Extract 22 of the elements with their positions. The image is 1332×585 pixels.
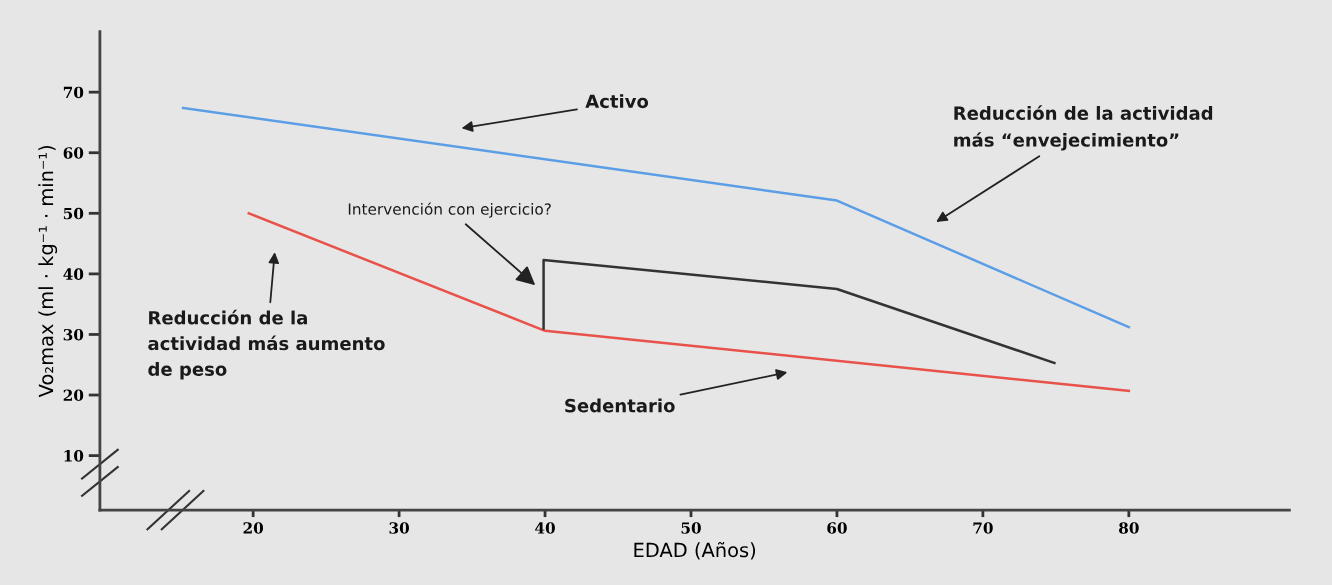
y-tick-label: 40 [63,268,84,280]
annotation: Sedentario [565,398,675,413]
y-axis-title: Vo₂max (ml · kg⁻¹ · min⁻¹) [38,146,58,398]
x-tick-label: 20 [243,522,264,534]
x-tick-label: 40 [535,522,555,534]
y-tick-label: 70 [63,86,84,99]
x-tick-label: 80 [1118,522,1139,534]
y-tick-label: 60 [63,147,84,159]
annotation: Intervención con ejercicio? [348,202,551,218]
x-tick-label: 50 [681,522,701,534]
x-tick-label: 60 [827,522,847,534]
y-tick-label: 50 [63,207,84,220]
annotation: Reducción de la actividad más aumento de peso [148,309,385,380]
x-tick-label: 70 [973,522,993,534]
y-tick-label: 20 [63,389,84,402]
annotation: Reducción de la actividad más “envejecimiento” [954,105,1213,151]
annotation: Activo [585,94,649,109]
x-tick-label: 30 [389,522,410,534]
line-series [542,258,1056,365]
y-tick-label: 30 [63,328,84,341]
y-tick-label: 10 [64,450,84,462]
x-axis-title: EDAD (Años) [634,541,756,560]
